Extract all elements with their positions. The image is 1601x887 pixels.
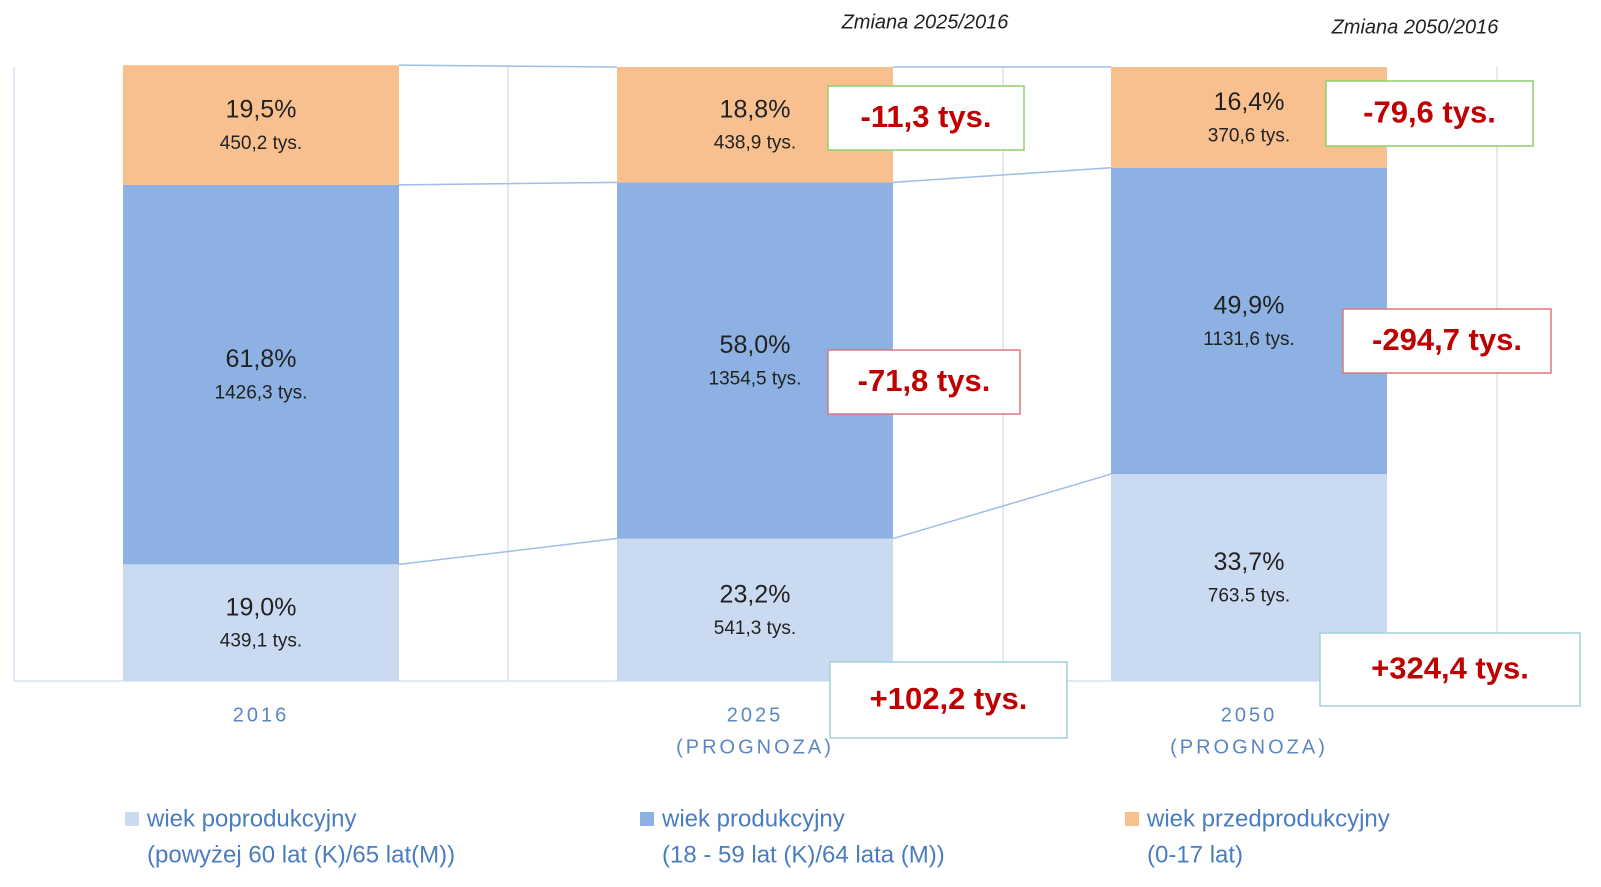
x-tick-label: 2016 bbox=[233, 704, 290, 726]
legend-description: (0-17 lat) bbox=[1147, 841, 1243, 868]
count-label: 450,2 tys. bbox=[220, 133, 302, 154]
legend-swatch bbox=[1125, 812, 1139, 826]
x-tick-label: 2050 bbox=[1221, 704, 1278, 726]
count-label: 439,1 tys. bbox=[220, 631, 302, 652]
value-label: 33,7% bbox=[1214, 548, 1285, 576]
connector-line bbox=[892, 473, 1112, 540]
change-label: +324,4 tys. bbox=[1371, 651, 1529, 686]
change-box bbox=[1342, 308, 1552, 374]
x-tick-label: (PROGNOZA) bbox=[1170, 736, 1328, 758]
value-label: 19,5% bbox=[226, 96, 297, 124]
value-label: 16,4% bbox=[1214, 88, 1285, 116]
x-tick-label: 2025 bbox=[727, 704, 784, 726]
bar-segment bbox=[123, 564, 399, 681]
change-label: -71,8 tys. bbox=[858, 363, 991, 398]
legend-label: wiek produkcyjny bbox=[661, 805, 845, 832]
legend-description: (powyżej 60 lat (K)/65 lat(M)) bbox=[147, 841, 455, 868]
change-label: -294,7 tys. bbox=[1372, 322, 1522, 357]
connector-line bbox=[398, 181, 618, 186]
connector-line bbox=[398, 64, 618, 68]
value-label: 58,0% bbox=[720, 331, 791, 359]
legend-label: wiek poprodukcyjny bbox=[146, 805, 356, 832]
count-label: 541,3 tys. bbox=[714, 618, 796, 639]
change-box bbox=[829, 661, 1068, 739]
bar-segment bbox=[123, 65, 399, 185]
value-label: 49,9% bbox=[1214, 291, 1285, 319]
legend-swatch bbox=[125, 812, 139, 826]
legend-label: wiek przedprodukcyjny bbox=[1146, 805, 1390, 832]
count-label: 370,6 tys. bbox=[1208, 125, 1290, 146]
count-label: 763.5 tys. bbox=[1208, 586, 1290, 607]
change-header: Zmiana 2050/2016 bbox=[1331, 16, 1500, 38]
change-label: -79,6 tys. bbox=[1363, 95, 1496, 130]
change-box bbox=[1319, 632, 1581, 707]
change-box bbox=[827, 349, 1021, 415]
change-label: +102,2 tys. bbox=[870, 681, 1028, 716]
change-label: -11,3 tys. bbox=[861, 99, 992, 134]
value-label: 19,0% bbox=[226, 593, 297, 621]
bar-segment bbox=[123, 184, 399, 565]
count-label: 1131,6 tys. bbox=[1203, 329, 1295, 350]
count-label: 438,9 tys. bbox=[714, 133, 796, 154]
bar-segment bbox=[617, 538, 893, 681]
x-tick-label: (PROGNOZA) bbox=[676, 736, 834, 758]
legend-swatch bbox=[640, 812, 654, 826]
change-header: Zmiana 2025/2016 bbox=[841, 11, 1010, 33]
value-label: 18,8% bbox=[720, 95, 791, 123]
count-label: 1354,5 tys. bbox=[709, 369, 802, 390]
bar-segment bbox=[1111, 167, 1387, 475]
connector-line bbox=[398, 537, 618, 566]
count-label: 1426,3 tys. bbox=[215, 383, 308, 404]
value-label: 61,8% bbox=[226, 345, 297, 373]
change-box bbox=[827, 85, 1025, 151]
legend-description: (18 - 59 lat (K)/64 lata (M)) bbox=[662, 841, 945, 868]
change-box bbox=[1325, 80, 1534, 147]
connector-line bbox=[892, 166, 1112, 184]
value-label: 23,2% bbox=[720, 580, 791, 608]
